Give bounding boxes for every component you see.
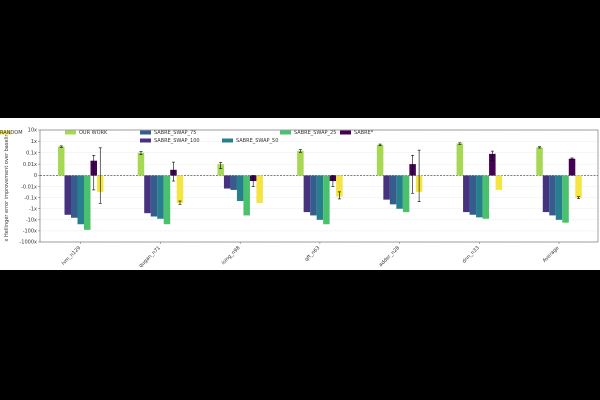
bar <box>84 175 91 230</box>
bar <box>383 175 390 200</box>
bar <box>58 146 65 176</box>
bar <box>223 175 231 189</box>
y-tick-label: -0.01x <box>21 184 37 190</box>
y-tick-label: -1000x <box>20 240 38 246</box>
legend-label: SABRE_SWAP_25 <box>294 130 336 136</box>
bar <box>456 143 464 176</box>
y-axis-label: x Hellinger error improvement over basel… <box>4 130 10 241</box>
legend-label: RANDOM <box>0 130 23 136</box>
legend: OUR WORK SABRE_SWAP_100 SABRE_SWAP_75 SABRE… <box>0 130 374 144</box>
bar <box>230 175 237 190</box>
bar <box>376 144 384 176</box>
bar <box>549 175 556 216</box>
legend-label: SABRE_SWAP_75 <box>154 130 196 136</box>
bar <box>217 164 224 176</box>
bar <box>144 175 151 214</box>
bar <box>316 175 324 220</box>
bar <box>463 175 470 213</box>
bar <box>396 175 403 209</box>
y-tick-label: 0 <box>34 173 37 179</box>
legend-label: SABRE_SWAP_50 <box>236 138 278 144</box>
y-axis: 10x 1x 0.1x 0.01x 0 -0.01x -0.1x -1x -10x -100x -1… <box>20 128 40 246</box>
legend-swatch <box>140 130 151 135</box>
error-bars <box>59 142 581 205</box>
bar <box>256 175 263 203</box>
legend-label: OUR WORK <box>79 130 108 136</box>
bar <box>303 175 311 213</box>
y-tick-label: 0.01x <box>23 162 37 168</box>
y-tick-label: 1x <box>31 139 37 145</box>
bar <box>542 175 550 213</box>
bar <box>555 175 563 220</box>
bar <box>150 175 158 217</box>
y-tick-label: 10x <box>28 128 37 134</box>
bar <box>137 152 145 176</box>
bar <box>568 158 576 176</box>
legend-label: SABRE_SWAP_100 <box>154 138 200 144</box>
bar <box>336 175 343 197</box>
bar <box>323 175 330 225</box>
legend-swatch <box>140 138 151 143</box>
bar <box>297 150 304 176</box>
y-tick-label: 0.1x <box>26 150 37 156</box>
bar <box>243 175 250 216</box>
bar <box>77 175 84 225</box>
bar <box>495 175 503 190</box>
y-tick-label: -100x <box>23 229 37 235</box>
bar <box>575 175 582 198</box>
bar <box>71 175 78 218</box>
legend-swatch <box>222 138 233 143</box>
y-tick-label: -0.1x <box>24 195 37 201</box>
plot-frame <box>39 129 599 243</box>
legend-swatch <box>340 130 351 135</box>
y-tick-label: -10x <box>26 218 37 224</box>
bar <box>536 147 543 176</box>
bar <box>64 175 71 215</box>
bar <box>562 175 569 223</box>
bar <box>469 175 477 215</box>
bar <box>482 175 490 219</box>
legend-swatch <box>65 130 76 135</box>
bar <box>236 175 244 202</box>
legend-swatch <box>0 130 11 135</box>
bar <box>310 175 317 216</box>
bar <box>389 175 397 205</box>
legend-swatch <box>280 130 291 135</box>
bar <box>476 175 483 218</box>
bar <box>402 175 410 213</box>
bar <box>157 175 164 219</box>
legend-label: SABRE* <box>354 130 374 136</box>
bar <box>176 175 184 203</box>
bar <box>489 153 496 176</box>
bar <box>163 175 171 225</box>
bars <box>58 143 582 230</box>
y-tick-label: -1x <box>29 206 37 212</box>
